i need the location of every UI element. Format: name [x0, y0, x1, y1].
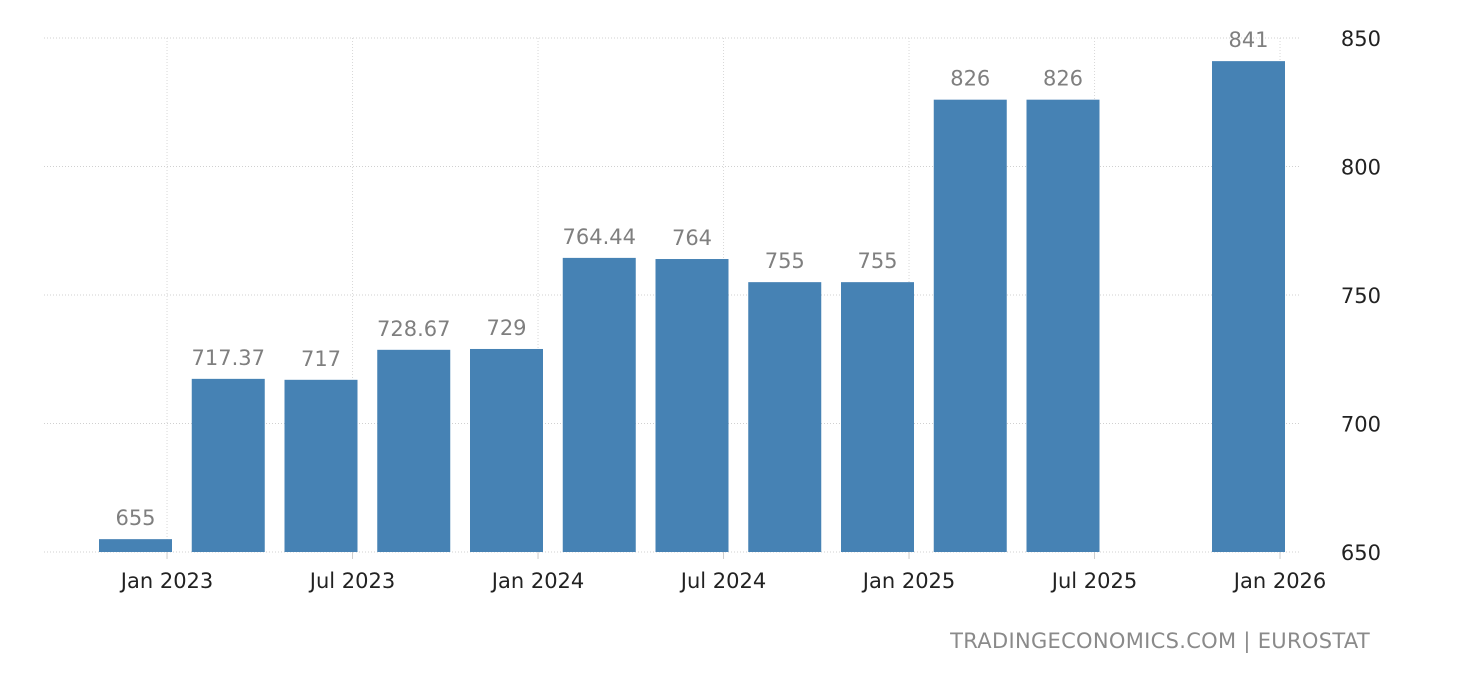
- y-tick-label: 800: [1341, 156, 1381, 180]
- data-label: 728.67: [377, 317, 450, 341]
- data-label: 755: [857, 249, 897, 273]
- data-label: 764: [672, 226, 712, 250]
- bar: [748, 282, 822, 552]
- y-tick-label: 850: [1341, 27, 1381, 51]
- bar: [470, 348, 543, 552]
- x-tick-label: Jan 2026: [1232, 569, 1327, 593]
- bar: [933, 99, 1007, 553]
- data-label: 764.44: [563, 225, 636, 249]
- x-tick-label: Jan 2025: [861, 569, 956, 593]
- x-tick-label: Jul 2023: [308, 569, 395, 593]
- x-tick-label: Jul 2025: [1050, 569, 1137, 593]
- y-tick-label: 750: [1341, 284, 1381, 308]
- data-label: 717.37: [192, 346, 265, 370]
- bar: [841, 282, 914, 552]
- bar: [99, 539, 172, 552]
- data-label: 841: [1228, 28, 1268, 52]
- data-label: 755: [765, 249, 805, 273]
- x-tick-label: Jul 2024: [679, 569, 766, 593]
- bar: [1026, 99, 1100, 553]
- y-tick-label: 700: [1341, 413, 1381, 437]
- data-label: 729: [486, 316, 526, 340]
- data-label: 826: [1043, 67, 1083, 91]
- x-tick-label: Jan 2024: [490, 569, 585, 593]
- x-tick-label: Jan 2023: [119, 569, 214, 593]
- y-tick-label: 650: [1341, 541, 1381, 565]
- bar: [1212, 61, 1285, 552]
- bar: [284, 379, 358, 552]
- bar: [191, 378, 265, 552]
- data-label: 717: [301, 347, 341, 371]
- data-label: 826: [950, 67, 990, 91]
- data-label: 655: [115, 506, 155, 530]
- source-footer: TRADINGECONOMICS.COM | EUROSTAT: [950, 629, 1370, 653]
- bar: [562, 257, 636, 552]
- bar: [655, 259, 729, 552]
- bar: [377, 349, 451, 552]
